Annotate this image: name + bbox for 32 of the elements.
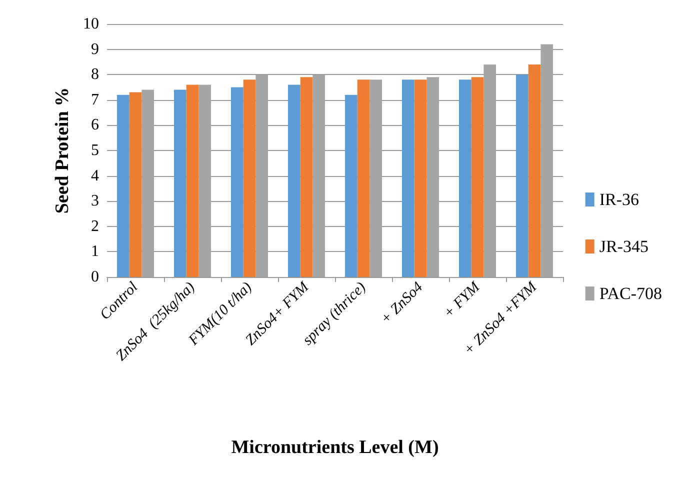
bar <box>414 80 427 277</box>
legend-label: IR-36 <box>599 190 639 209</box>
y-tick-label: 7 <box>91 91 99 108</box>
y-tick-label: 2 <box>91 218 99 235</box>
y-tick-label: 9 <box>91 40 99 58</box>
bar <box>471 77 484 277</box>
legend-label: PAC-708 <box>599 284 662 303</box>
y-tick-label: 5 <box>91 142 99 159</box>
bar <box>288 84 300 277</box>
bar <box>243 80 256 277</box>
bar <box>402 80 414 277</box>
bar <box>516 74 528 277</box>
bar <box>116 94 130 277</box>
bar <box>129 92 142 277</box>
x-axis-title: Micronutrients Level (M) <box>231 437 439 458</box>
y-tick-label: 8 <box>91 66 99 84</box>
legend-label: JR-345 <box>599 237 648 256</box>
y-tick-label: 4 <box>91 167 99 184</box>
y-axis-title: Seed Protein % <box>52 87 74 214</box>
y-tick-label: 0 <box>91 268 99 286</box>
bar <box>174 90 186 277</box>
bar <box>300 77 313 277</box>
bar <box>186 84 199 277</box>
bar <box>528 64 541 277</box>
y-tick-label: 1 <box>91 243 99 260</box>
y-tick-label: 3 <box>91 192 99 210</box>
bar <box>344 94 358 277</box>
bar <box>458 80 472 277</box>
y-tick-label: 6 <box>91 116 99 134</box>
bar <box>230 87 244 277</box>
y-tick-label: 10 <box>83 16 99 32</box>
bar <box>357 80 370 277</box>
